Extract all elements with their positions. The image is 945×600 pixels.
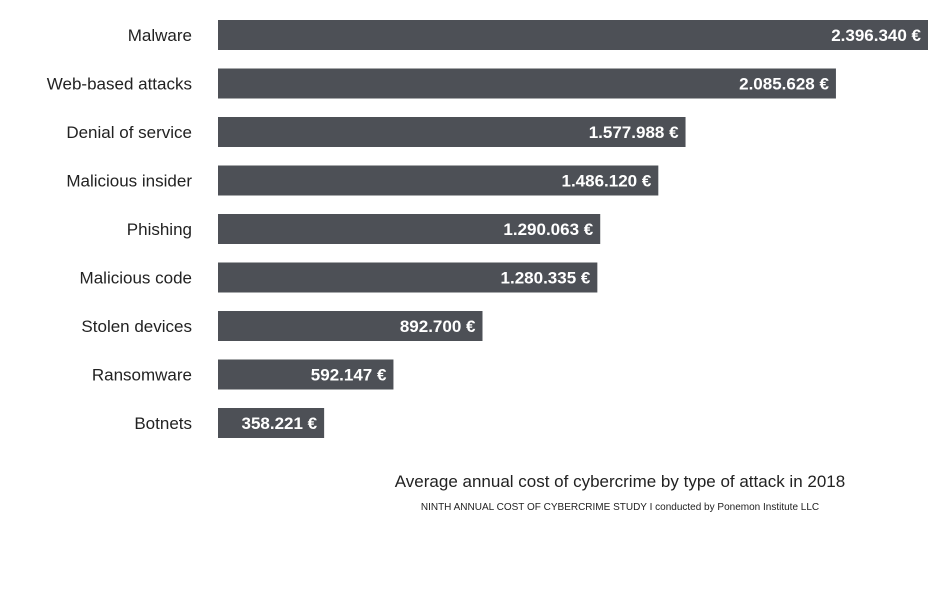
value-label: 2.396.340 € <box>831 26 921 45</box>
category-label: Web-based attacks <box>47 75 192 94</box>
category-label: Malicious code <box>80 269 192 288</box>
category-label: Phishing <box>127 220 192 239</box>
bar-chart: Malware 2.396.340 € Web-based attacks 2.085… <box>47 20 928 438</box>
value-label: 1.577.988 € <box>589 123 679 142</box>
chart-title: Average annual cost of cybercrime by typ… <box>394 472 846 491</box>
category-label: Stolen devices <box>81 317 192 336</box>
bar-phishing <box>218 214 601 244</box>
category-label: Malicious insider <box>66 172 192 191</box>
value-label: 1.280.335 € <box>501 269 591 288</box>
value-label: 1.486.120 € <box>562 172 652 191</box>
bar-botnets <box>218 408 325 438</box>
chart-subtitle: NINTH ANNUAL COST OF CYBERCRIME STUDY I … <box>420 502 820 513</box>
category-label: Ransomware <box>92 366 192 385</box>
category-label: Denial of service <box>66 123 192 142</box>
bar-denial-of-service <box>218 117 686 147</box>
value-label: 358.221 € <box>241 414 317 433</box>
bar-malicious-code <box>218 262 598 293</box>
category-label: Botnets <box>134 414 192 433</box>
bar-malicious-insider <box>218 165 659 196</box>
value-label: 1.290.063 € <box>503 220 593 239</box>
bar-web-based-attacks <box>218 68 836 99</box>
bar-ransomware <box>218 359 394 390</box>
bar-malware <box>218 20 928 50</box>
value-label: 592.147 € <box>311 366 387 385</box>
category-label: Malware <box>128 26 192 45</box>
value-label: 892.700 € <box>400 317 476 336</box>
value-label: 2.085.628 € <box>739 75 829 94</box>
bar-stolen-devices <box>218 311 483 341</box>
